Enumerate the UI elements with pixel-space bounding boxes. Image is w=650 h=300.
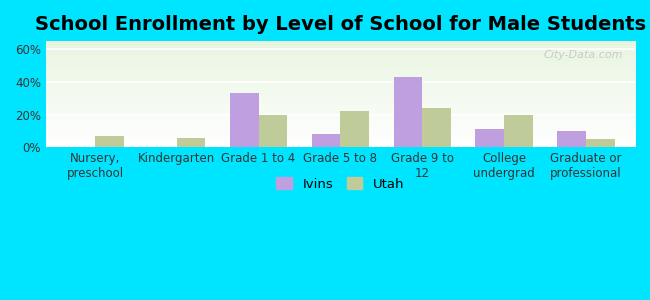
Bar (259, 115, 287, 148)
Bar (230, 94, 259, 148)
Text: City-Data.com: City-Data.com (543, 50, 623, 60)
Bar (95, 136, 124, 148)
Bar (557, 131, 586, 148)
Bar (586, 139, 614, 148)
Bar (177, 138, 205, 148)
Bar (475, 130, 504, 148)
Bar (341, 112, 369, 148)
Bar (312, 134, 341, 148)
Bar (422, 108, 451, 148)
Bar (504, 115, 533, 148)
Bar (394, 77, 422, 148)
Legend: Ivins, Utah: Ivins, Utah (271, 172, 410, 196)
Title: School Enrollment by Level of School for Male Students: School Enrollment by Level of School for… (35, 15, 646, 34)
